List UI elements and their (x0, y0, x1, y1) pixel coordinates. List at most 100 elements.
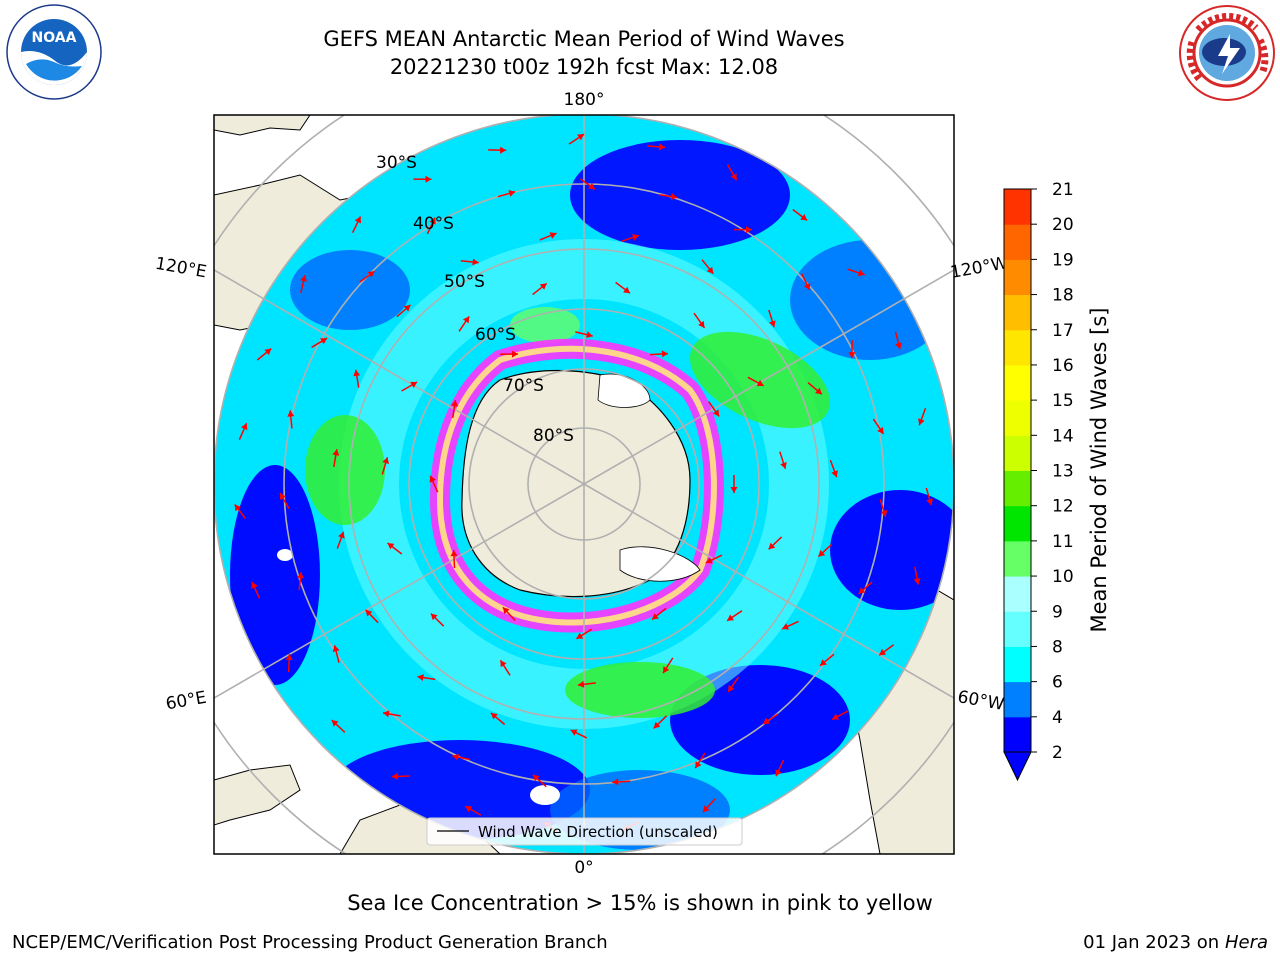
wind-wave-arrow-head-icon (780, 462, 787, 469)
wind-wave-arrow-head-icon (354, 216, 361, 224)
wind-wave-arrow-head-icon (451, 400, 458, 407)
wind-wave-arrow-head-icon (848, 352, 856, 359)
wind-wave-arrow-head-icon (297, 572, 304, 579)
colorbar-segment (1004, 505, 1031, 542)
colorbar-segment (1004, 364, 1031, 401)
wind-wave-arrow-head-icon (490, 712, 498, 720)
colorbar-tick-label: 18 (1052, 286, 1074, 306)
wind-wave-arrow-head-icon (462, 316, 470, 324)
wind-wave-arrow-head-icon (285, 654, 293, 661)
lon-label-120e: 120°E (154, 254, 208, 283)
wind-wave-arrow-head-icon (367, 271, 375, 278)
wind-wave-arrow-head-icon (279, 493, 286, 500)
colorbar-segment (1004, 540, 1031, 577)
wind-wave-arrow-head-icon (549, 232, 557, 239)
colorbar-segment (1004, 329, 1031, 366)
wind-wave-arrow-head-icon (712, 409, 720, 417)
wind-wave-arrow-head-icon (300, 275, 307, 282)
wind-wave-arrow-head-icon (338, 531, 345, 539)
wind-wave-arrow-head-icon (820, 659, 827, 666)
wind-wave-arrow-head-icon (429, 217, 436, 225)
wind-wave-arrow-head-icon (508, 190, 516, 197)
wind-wave-arrow-head-icon (706, 266, 714, 274)
wind-wave-arrow-head-icon (800, 214, 808, 221)
wind-wave-arrow-head-icon (241, 423, 248, 431)
colorbar-tick-label: 15 (1052, 391, 1074, 411)
footer-branch: NCEP/EMC/Verification Post Processing Pr… (12, 932, 608, 953)
wind-wave-arrow-head-icon (570, 729, 578, 736)
colorbar-tick-label: 16 (1052, 356, 1074, 376)
wind-wave-arrow-head-icon (653, 721, 661, 729)
wind-wave-arrow-head-icon (782, 623, 789, 630)
footer-date-text: 01 Jan 2023 on (1083, 932, 1225, 953)
wind-wave-arrow-head-icon (775, 769, 782, 777)
colorbar: 2 4 6 8 9 10 11 12 13 14 15 16 17 18 19 20 21 Mean Perio… (1003, 180, 1111, 782)
wind-wave-arrow-head-icon (756, 379, 764, 387)
colorbar-tick-label: 8 (1052, 637, 1063, 657)
wind-wave-arrow-head-icon (880, 509, 888, 517)
lat-label-80s: 80°S (533, 426, 574, 446)
wind-wave-arrow-head-icon (659, 143, 666, 151)
colorbar-tick-label: 19 (1052, 250, 1074, 270)
wind-wave-arrow-head-icon (768, 542, 776, 550)
wind-wave-arrow-head-icon (815, 387, 822, 395)
wind-wave-arrow-head-icon (895, 342, 902, 350)
wind-wave-arrow-head-icon (391, 772, 398, 780)
wind-wave-arrow-head-icon (353, 369, 361, 377)
wind-wave-arrow-head-icon (382, 457, 389, 464)
colorbar-tick-label: 10 (1052, 567, 1074, 587)
wind-wave-arrow-head-icon (450, 550, 458, 557)
wind-wave-arrow-head-icon (588, 182, 595, 190)
wind-wave-arrow-head-icon (512, 350, 518, 358)
sea-ice-ring (429, 338, 724, 633)
wind-wave-arrow-head-icon (623, 286, 630, 294)
wind-wave-arrow-head-icon (539, 283, 547, 290)
colorbar-segment (1004, 470, 1031, 507)
wind-wave-arrow-head-icon (728, 684, 735, 692)
wind-wave-arrow-head-icon (429, 475, 436, 483)
latitude-labels: 30°S 40°S 50°S 60°S 70°S 80°S (376, 153, 574, 446)
wind-wave-arrow-head-icon (577, 680, 585, 688)
wind-wave-arrow-head-icon (502, 607, 510, 615)
lat-label-70s: 70°S (503, 376, 544, 396)
wind-wave-arrow-head-icon (577, 134, 584, 141)
colorbar-tick-label: 2 (1052, 743, 1063, 763)
wind-wave-arrow-head-icon (234, 504, 242, 512)
wind-wave-arrow-head-icon (465, 806, 473, 813)
wind-wave-arrow-head-icon (417, 674, 424, 681)
colorbar-segment (1004, 576, 1031, 612)
wind-wave-arrow-head-icon (832, 713, 839, 720)
colorbar-segment (1004, 224, 1031, 260)
colorbar-segment (1004, 716, 1031, 753)
wind-wave-arrow-head-icon (500, 660, 507, 668)
wind-wave-arrow-head-icon (730, 487, 738, 493)
wind-wave-arrow-head-icon (670, 193, 678, 200)
svg-text:NOAA: NOAA (32, 30, 77, 46)
wind-wave-arrow-head-icon (877, 427, 884, 434)
wind-wave-arrow-head-icon (403, 304, 411, 312)
colorbar-tick-label: 21 (1052, 180, 1074, 200)
wind-wave-arrow-head-icon (661, 350, 668, 358)
colorbar-tick-label: 9 (1052, 602, 1063, 622)
colorbar-tick-label: 20 (1052, 215, 1074, 235)
colorbar-tick-label: 4 (1052, 708, 1063, 728)
wind-wave-arrow-head-icon (430, 613, 438, 621)
wind-wave-arrow-head-icon (586, 331, 593, 339)
wind-wave-arrow-head-icon (332, 449, 340, 456)
lat-label-60s: 60°S (475, 325, 516, 345)
lon-label-60e: 60°E (164, 688, 208, 715)
colorbar-tick-label: 17 (1052, 321, 1074, 341)
wind-wave-arrow-head-icon (332, 645, 340, 652)
wind-wave-arrow-head-icon (879, 648, 887, 656)
wind-wave-arrow-head-icon (387, 543, 395, 550)
colorbar-label: Mean Period of Wind Waves [s] (1087, 308, 1111, 633)
wind-wave-arrow-head-icon (769, 320, 776, 328)
colorbar-segment (1004, 259, 1031, 296)
wind-wave-arrow-head-icon (331, 720, 339, 727)
colorbar-tick-label: 6 (1052, 673, 1063, 693)
wind-wave-arrow-head-icon (818, 550, 826, 557)
lat-label-50s: 50°S (444, 272, 485, 292)
wind-wave-arrow-head-icon (365, 609, 373, 617)
wind-wave-arrow-head-icon (705, 557, 713, 564)
